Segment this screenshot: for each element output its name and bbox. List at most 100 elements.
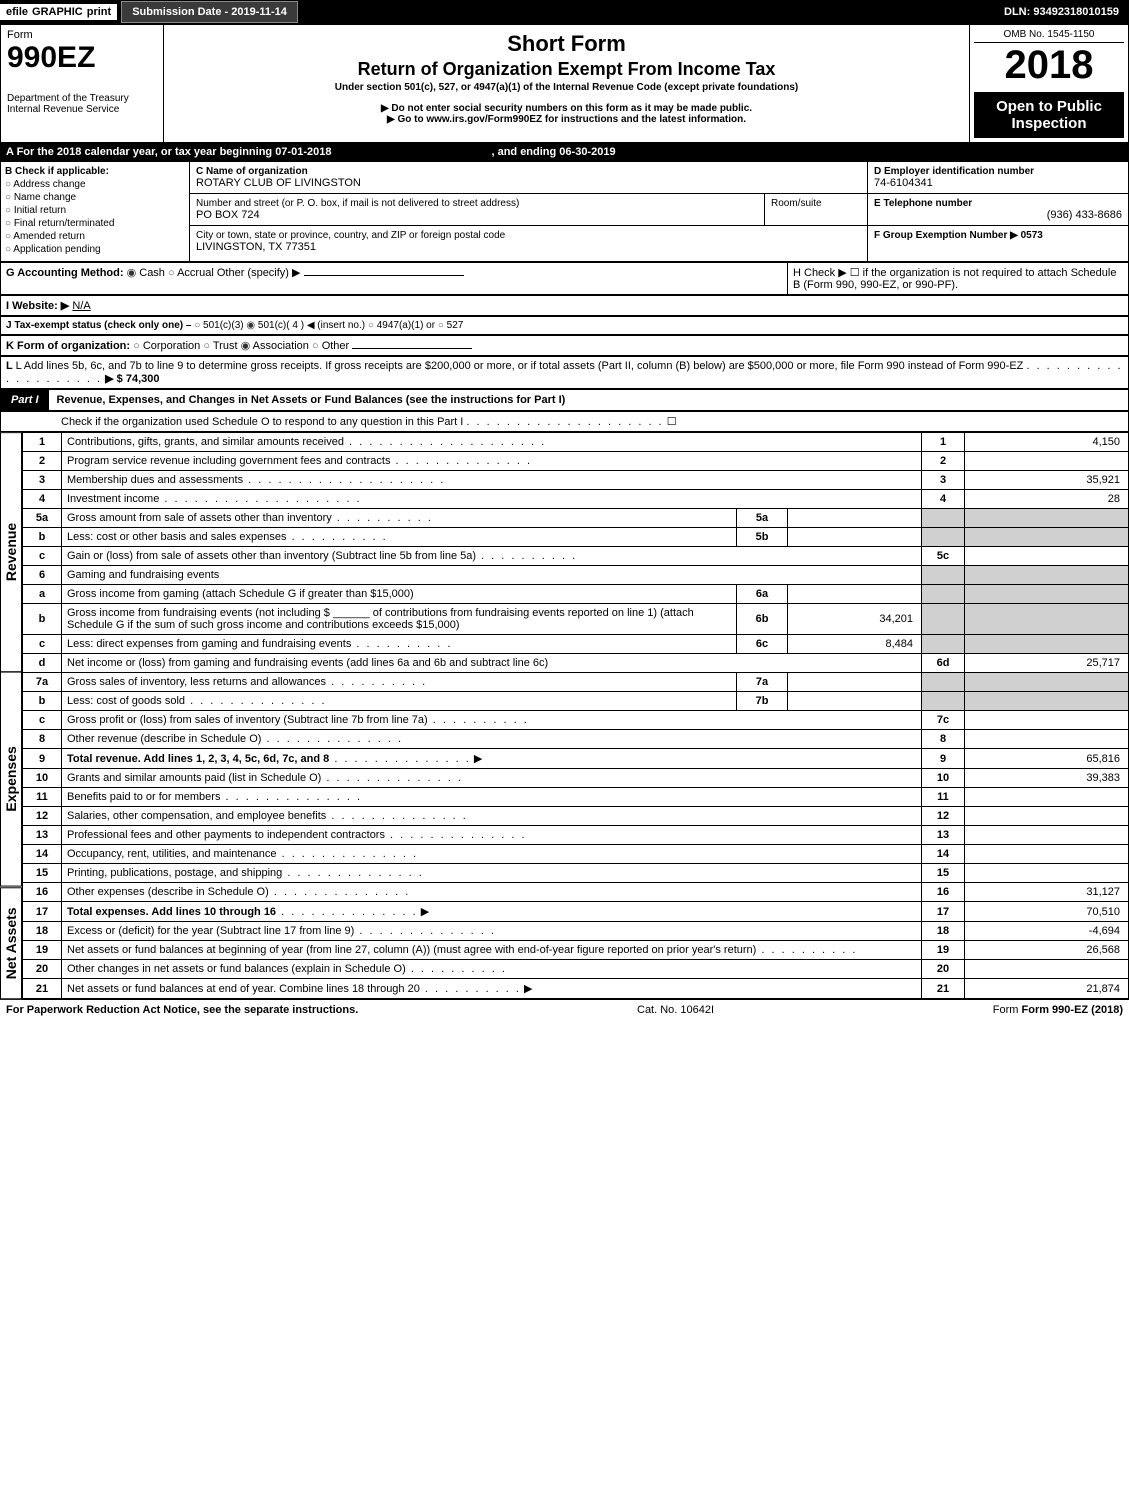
check-final-return[interactable]: Final return/terminated [5, 218, 185, 229]
part1-label: Part I [1, 390, 49, 410]
line-19: 19 Net assets or fund balances at beginn… [23, 941, 1129, 960]
graphic-label[interactable]: GRAPHIC [32, 6, 83, 18]
line-10: 10 Grants and similar amounts paid (list… [23, 769, 1129, 788]
print-link[interactable]: print [87, 6, 111, 18]
line-2: 2 Program service revenue including gove… [23, 452, 1129, 471]
open-public-inspection: Open to Public Inspection [974, 92, 1124, 138]
line-16: 16 Other expenses (describe in Schedule … [23, 883, 1129, 902]
side-revenue: Revenue [0, 432, 22, 672]
k-corp[interactable] [133, 340, 143, 352]
form-number: 990EZ [7, 41, 157, 75]
footer-right: Form Form 990-EZ (2018) [993, 1004, 1123, 1016]
line-18: 18 Excess or (deficit) for the year (Sub… [23, 922, 1129, 941]
line-5c: c Gain or (loss) from sale of assets oth… [23, 547, 1129, 566]
g-label: G Accounting Method: [6, 267, 124, 279]
k-assoc[interactable] [241, 340, 253, 352]
check-initial-return[interactable]: Initial return [5, 205, 185, 216]
e-label: E Telephone number [874, 198, 1122, 209]
j-label: J Tax-exempt status (check only one) – [6, 320, 191, 331]
omb-number: OMB No. 1545-1150 [974, 29, 1124, 43]
row-k: K Form of organization: Corporation Trus… [0, 335, 1129, 356]
k-trust[interactable] [203, 340, 213, 352]
accounting-accrual[interactable] [168, 267, 177, 279]
street-address: PO BOX 724 [196, 209, 758, 221]
line-6a: a Gross income from gaming (attach Sched… [23, 585, 1129, 604]
website-value: N/A [72, 300, 90, 312]
l-text: L Add lines 5b, 6c, and 7b to line 9 to … [16, 360, 1024, 372]
part1-check-text: Check if the organization used Schedule … [61, 416, 463, 428]
row-g-h: G Accounting Method: Cash Accrual Other … [0, 262, 1129, 295]
goto-text: ▶ Go to www.irs.gov/Form990EZ for instru… [387, 114, 746, 125]
part1-body: Revenue Expenses Net Assets 1 Contributi… [0, 432, 1129, 999]
org-name: ROTARY CLUB OF LIVINGSTON [196, 177, 861, 189]
d-label: D Employer identification number [874, 166, 1122, 177]
period-start: A For the 2018 calendar year, or tax yea… [6, 146, 331, 158]
check-name-change[interactable]: Name change [5, 192, 185, 203]
side-netassets: Net Assets [0, 887, 22, 999]
line-7c: c Gross profit or (loss) from sales of i… [23, 711, 1129, 730]
part1-schedule-o-check[interactable] [667, 416, 677, 428]
submission-date: Submission Date - 2019-11-14 [121, 1, 298, 23]
form-header: Form 990EZ Department of the Treasury In… [0, 24, 1129, 143]
side-expenses: Expenses [0, 672, 22, 887]
j-527[interactable] [438, 320, 447, 331]
line-17: 17 Total expenses. Add lines 10 through … [23, 902, 1129, 922]
k-label: K Form of organization: [6, 340, 130, 352]
j-501c[interactable] [246, 320, 258, 331]
line-9: 9 Total revenue. Add lines 1, 2, 3, 4, 5… [23, 749, 1129, 769]
room-suite-label: Room/suite [765, 194, 867, 225]
f-label: F Group Exemption Number ▶ 0573 [874, 230, 1122, 241]
line-8: 8 Other revenue (describe in Schedule O)… [23, 730, 1129, 749]
check-address-change[interactable]: Address change [5, 179, 185, 190]
form-right: OMB No. 1545-1150 2018 Open to Public In… [970, 25, 1128, 142]
l-amount: ▶ $ 74,300 [105, 373, 159, 385]
line-7b: b Less: cost of goods sold 7b [23, 692, 1129, 711]
line-6d: d Net income or (loss) from gaming and f… [23, 654, 1129, 673]
form-word: Form [7, 29, 157, 41]
part1-header: Part I Revenue, Expenses, and Changes in… [0, 389, 1129, 411]
top-bar: efile GRAPHIC print Submission Date - 20… [0, 0, 1129, 24]
part1-title: Revenue, Expenses, and Changes in Net As… [49, 390, 574, 410]
b-title: B Check if applicable: [5, 166, 185, 177]
info-block: B Check if applicable: Address change Na… [0, 161, 1129, 262]
return-title: Return of Organization Exempt From Incom… [168, 59, 965, 80]
period-end: , and ending 06-30-2019 [491, 146, 615, 158]
row-l: L L Add lines 5b, 6c, and 7b to line 9 t… [0, 356, 1129, 389]
accounting-cash[interactable] [127, 267, 140, 279]
efile-block: efile GRAPHIC print [0, 4, 117, 20]
line-3: 3 Membership dues and assessments 3 35,9… [23, 471, 1129, 490]
j-501c3[interactable] [194, 320, 203, 331]
short-form-title: Short Form [168, 31, 965, 57]
footer-left: For Paperwork Reduction Act Notice, see … [6, 1004, 358, 1016]
check-application-pending[interactable]: Application pending [5, 244, 185, 255]
line-11: 11 Benefits paid to or for members 11 [23, 788, 1129, 807]
block-c: C Name of organization ROTARY CLUB OF LI… [190, 162, 868, 261]
k-other[interactable] [312, 340, 322, 352]
line-21: 21 Net assets or fund balances at end of… [23, 979, 1129, 999]
check-amended-return[interactable]: Amended return [5, 231, 185, 242]
j-4947[interactable] [368, 320, 377, 331]
accounting-other[interactable]: Other (specify) ▶ [217, 267, 301, 279]
line-1: 1 Contributions, gifts, grants, and simi… [23, 433, 1129, 452]
c-label: C Name of organization [196, 166, 861, 177]
tax-year: 2018 [974, 43, 1124, 88]
dept-line1: Department of the Treasury [7, 93, 157, 104]
row-i: I Website: ▶ N/A [0, 295, 1129, 316]
goto-link[interactable]: ▶ Go to www.irs.gov/Form990EZ for instru… [168, 114, 965, 125]
city-label: City or town, state or province, country… [196, 230, 861, 241]
footer-center: Cat. No. 10642I [637, 1004, 714, 1016]
row-j: J Tax-exempt status (check only one) – 5… [0, 316, 1129, 335]
line-5a: 5a Gross amount from sale of assets othe… [23, 509, 1129, 528]
ssn-warning: ▶ Do not enter social security numbers o… [168, 103, 965, 114]
line-20: 20 Other changes in net assets or fund b… [23, 960, 1129, 979]
dept-line2: Internal Revenue Service [7, 104, 157, 115]
line-14: 14 Occupancy, rent, utilities, and maint… [23, 845, 1129, 864]
form-left: Form 990EZ Department of the Treasury In… [1, 25, 164, 142]
efile-label: efile [6, 6, 28, 18]
line-4: 4 Investment income 4 28 [23, 490, 1129, 509]
line-15: 15 Printing, publications, postage, and … [23, 864, 1129, 883]
h-label: H Check ▶ ☐ if the organization is not r… [793, 267, 1116, 291]
ein: 74-6104341 [874, 177, 1122, 189]
dln-number: DLN: 93492318010159 [1004, 6, 1129, 18]
city-state-zip: LIVINGSTON, TX 77351 [196, 241, 861, 253]
